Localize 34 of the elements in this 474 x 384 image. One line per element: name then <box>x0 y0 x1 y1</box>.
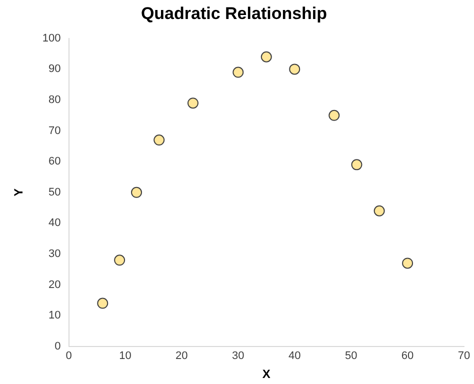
point <box>154 134 165 146</box>
x-tick-label: 70 <box>458 350 470 362</box>
y-tick-label: 40 <box>48 217 61 230</box>
x-tick-label: 20 <box>176 350 188 362</box>
y-tick-label: 20 <box>48 278 61 291</box>
x-tick-label: 0 <box>66 350 72 362</box>
point <box>131 186 142 198</box>
point <box>97 298 108 309</box>
y-tick-label: 100 <box>42 32 61 44</box>
y-tick-label: 10 <box>48 310 61 322</box>
x-tick-label: 30 <box>232 350 244 362</box>
y-tick-label: 50 <box>48 186 61 198</box>
x-tick-label: 10 <box>119 350 132 362</box>
point <box>232 66 244 78</box>
point <box>114 254 126 266</box>
y-tick-label: 90 <box>48 63 61 76</box>
y-tick-label: 70 <box>48 124 61 137</box>
point <box>289 64 300 75</box>
y-tick-label: 0 <box>54 340 61 352</box>
x-axis-title: X <box>262 367 270 382</box>
y-axis-title: Y <box>12 188 26 196</box>
y-tick-label: 80 <box>48 94 61 106</box>
chart-title: Quadratic Relationship <box>140 4 328 23</box>
point <box>402 258 414 269</box>
y-tick-label: 30 <box>48 248 61 260</box>
y-tick-label: 60 <box>48 156 61 168</box>
x-tick-label: 40 <box>288 350 301 362</box>
x-tick-label: 60 <box>401 350 414 362</box>
point <box>260 51 272 62</box>
point <box>328 110 340 121</box>
point <box>351 159 362 170</box>
point <box>187 98 198 109</box>
x-tick-label: 50 <box>344 350 358 362</box>
point <box>374 205 385 216</box>
